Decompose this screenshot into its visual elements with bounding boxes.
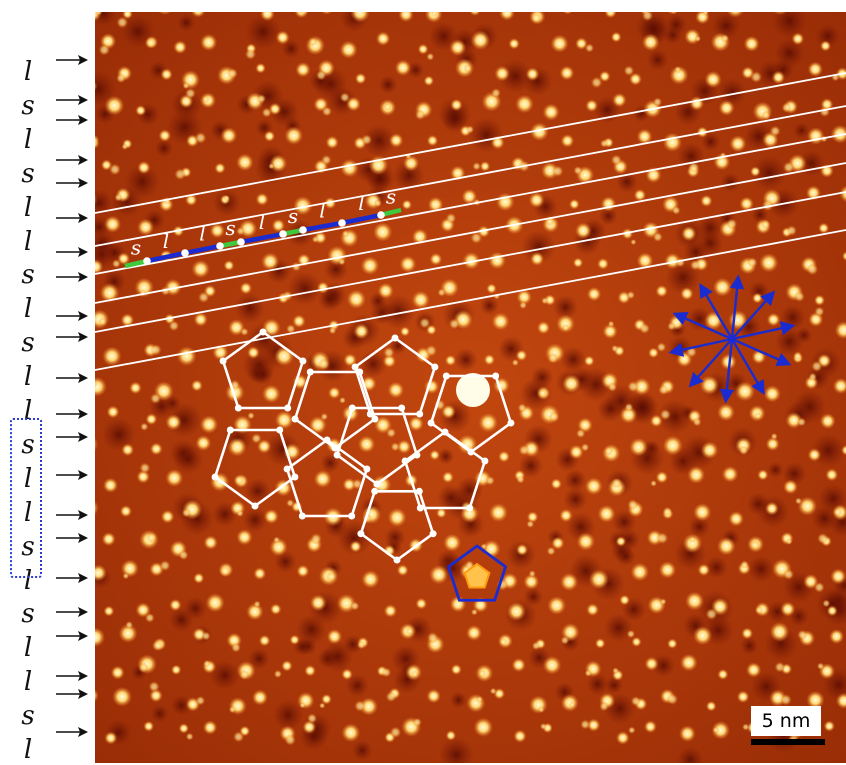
fibonacci-label: l	[163, 229, 169, 253]
fibonacci-label: l	[259, 210, 265, 234]
arrow-right-icon	[54, 407, 90, 421]
arrow-right-icon	[54, 371, 90, 385]
sequence-letter: s	[14, 161, 42, 187]
arrow-right-icon	[54, 270, 90, 284]
arrow-right-icon	[54, 93, 90, 107]
highlight-box	[10, 418, 42, 578]
arrow-right-icon	[54, 669, 90, 683]
arrow-right-icon	[54, 629, 90, 643]
arrow-right-icon	[54, 430, 90, 444]
arrow-right-icon	[54, 330, 90, 344]
arrow-right-icon	[54, 53, 90, 67]
sequence-letter: s	[14, 601, 42, 627]
arrow-right-icon	[54, 113, 90, 127]
sequence-letter: s	[14, 93, 42, 119]
fibonacci-label: l	[319, 199, 325, 223]
scale-bar-label: 5 nm	[751, 706, 821, 736]
sequence-letter: l	[14, 669, 42, 695]
sequence-letter: s	[14, 703, 42, 729]
arrow-right-icon	[54, 571, 90, 585]
fibonacci-label: s	[386, 185, 396, 209]
center-bright-spot	[456, 373, 490, 407]
arrow-right-icon	[54, 153, 90, 167]
sequence-letter: l	[14, 635, 42, 661]
fibonacci-label: l	[199, 222, 205, 246]
fibonacci-label: s	[225, 216, 235, 240]
arrow-right-icon	[54, 309, 90, 323]
arrow-right-icon	[54, 508, 90, 522]
arrow-right-icon	[54, 468, 90, 482]
sequence-letter: l	[14, 195, 42, 221]
arrow-right-icon	[54, 605, 90, 619]
sequence-letter: l	[14, 364, 42, 390]
arrow-right-icon	[54, 725, 90, 739]
fibonacci-label: s	[131, 236, 141, 260]
arrow-right-icon	[54, 687, 90, 701]
fibonacci-label: l	[358, 191, 364, 215]
arrow-right-icon	[54, 245, 90, 259]
sequence-letter: l	[14, 229, 42, 255]
sequence-letter: l	[14, 127, 42, 153]
arrow-right-icon	[54, 531, 90, 545]
arrow-right-icon	[54, 211, 90, 225]
sequence-letter: l	[14, 737, 42, 763]
sequence-letter: l	[14, 296, 42, 322]
sequence-letter: l	[14, 59, 42, 85]
sequence-letter: s	[14, 330, 42, 356]
sequence-letter: s	[14, 262, 42, 288]
scale-bar	[751, 739, 825, 745]
fibonacci-label: s	[288, 204, 298, 228]
arrow-right-icon	[54, 176, 90, 190]
